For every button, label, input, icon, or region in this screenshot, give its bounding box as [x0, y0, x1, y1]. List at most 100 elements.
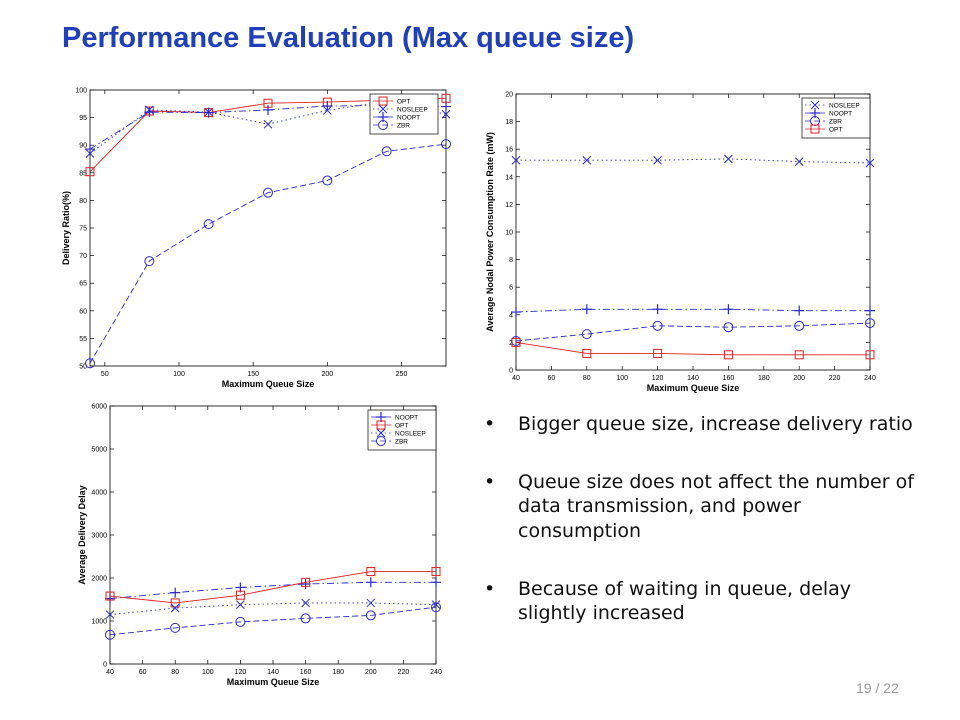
y-tick-label: 6 — [509, 285, 513, 292]
series-line — [109, 581, 436, 600]
x-tick-label: 120 — [652, 375, 664, 382]
power-consumption-chart: 40 60 80 100 120 140 160 180 200 220 240 0 2 4 6 8 10 12 1… — [484, 80, 888, 398]
x-tick-label: 150 — [247, 371, 259, 378]
x-tick-label: 200 — [365, 669, 377, 676]
y-tick-label: 0 — [103, 662, 107, 669]
legend-marker — [376, 412, 386, 422]
legend-label: NOSLEEP — [395, 431, 426, 438]
y-tick-label: 70 — [79, 253, 87, 260]
x-tick-label: 220 — [829, 375, 841, 382]
y-tick-label: 10 — [505, 230, 513, 237]
x-tick-label: 80 — [171, 669, 179, 676]
x-tick-label: 50 — [101, 371, 109, 378]
data-point — [723, 350, 733, 360]
legend-label: OPT — [829, 127, 842, 134]
legend-marker — [378, 104, 388, 114]
y-tick-label: 55 — [79, 336, 87, 343]
legend-marker — [376, 420, 386, 430]
x-tick-label: 60 — [139, 669, 147, 676]
x-tick-label: 200 — [793, 375, 805, 382]
data-point — [365, 610, 376, 621]
x-tick-label: 160 — [723, 375, 735, 382]
data-point — [300, 579, 311, 590]
data-point — [794, 320, 805, 331]
data-point — [652, 304, 663, 315]
x-tick-label: 100 — [616, 375, 628, 382]
data-point — [441, 101, 451, 112]
data-point — [85, 167, 95, 177]
bullet-item: • Bigger queue size, increase delivery ra… — [484, 412, 914, 437]
data-point — [322, 175, 333, 186]
legend-label: ZBR — [395, 439, 408, 446]
data-point — [724, 154, 733, 164]
series-line — [109, 571, 436, 604]
data-point — [203, 107, 214, 118]
x-tick-label: 250 — [396, 371, 408, 378]
legend-label: NOOPT — [829, 111, 852, 118]
data-point — [263, 187, 273, 198]
data-point — [144, 107, 155, 118]
data-point — [85, 358, 95, 369]
data-point — [511, 307, 521, 318]
x-tick-label: 40 — [106, 669, 114, 676]
data-point — [511, 155, 521, 165]
x-axis-label: Maximum Queue Size — [227, 677, 320, 687]
series-line — [515, 322, 871, 342]
x-tick-label: 240 — [864, 375, 876, 382]
series-zbr — [105, 602, 441, 640]
data-point — [366, 567, 376, 577]
data-point — [441, 139, 451, 150]
y-tick-label: 0 — [509, 368, 513, 375]
x-tick-label: 180 — [332, 669, 344, 676]
x-tick-label: 60 — [548, 375, 556, 382]
data-point — [301, 598, 310, 608]
data-point — [865, 350, 875, 360]
y-axis-label: Average Nodal Power Consumption Rate (mW… — [485, 132, 495, 332]
bullet-text: Bigger queue size, increase delivery rat… — [518, 413, 913, 435]
series-opt — [105, 567, 441, 608]
series-nosleep — [105, 598, 441, 619]
y-tick-label: 18 — [505, 119, 513, 126]
x-tick-label: 100 — [202, 669, 214, 676]
series-line — [89, 97, 447, 173]
series-noopt — [105, 577, 441, 604]
legend-label: OPT — [395, 423, 408, 430]
y-tick-label: 2 — [509, 340, 513, 347]
bullet-dot-icon: • — [484, 470, 496, 493]
y-axis-label: Delivery Ratio(%) — [61, 191, 71, 265]
data-point — [653, 155, 662, 165]
y-tick-label: 80 — [79, 198, 87, 205]
page-number: 19 / 22 — [856, 680, 899, 696]
y-tick-label: 8 — [509, 257, 513, 264]
legend-marker — [810, 100, 820, 110]
bullet-item: • Because of waiting in queue, delay slig… — [484, 577, 914, 626]
series-line — [516, 158, 871, 164]
x-tick-label: 220 — [398, 669, 410, 676]
y-tick-label: 12 — [505, 202, 513, 209]
data-point — [794, 305, 805, 316]
y-tick-label: 20 — [505, 92, 513, 99]
y-tick-label: 90 — [79, 143, 87, 150]
x-tick-label: 160 — [300, 669, 312, 676]
plot-frame — [89, 89, 447, 367]
data-point — [263, 104, 273, 115]
data-point — [170, 622, 181, 633]
y-tick-label: 4 — [509, 312, 513, 319]
x-tick-label: 40 — [512, 375, 520, 382]
data-point — [431, 602, 441, 613]
y-tick-label: 50 — [79, 364, 87, 371]
y-tick-label: 5000 — [91, 447, 107, 454]
x-tick-label: 100 — [173, 371, 185, 378]
legend-label: NOSLEEP — [829, 103, 860, 110]
data-point — [300, 613, 311, 624]
data-point — [85, 144, 95, 155]
data-point — [511, 337, 521, 347]
data-point — [105, 591, 115, 601]
y-tick-label: 95 — [79, 115, 87, 122]
data-point — [301, 577, 311, 587]
x-axis-label: Maximum Queue Size — [647, 383, 740, 393]
data-point — [441, 109, 451, 119]
legend-label: NOOPT — [395, 415, 418, 422]
